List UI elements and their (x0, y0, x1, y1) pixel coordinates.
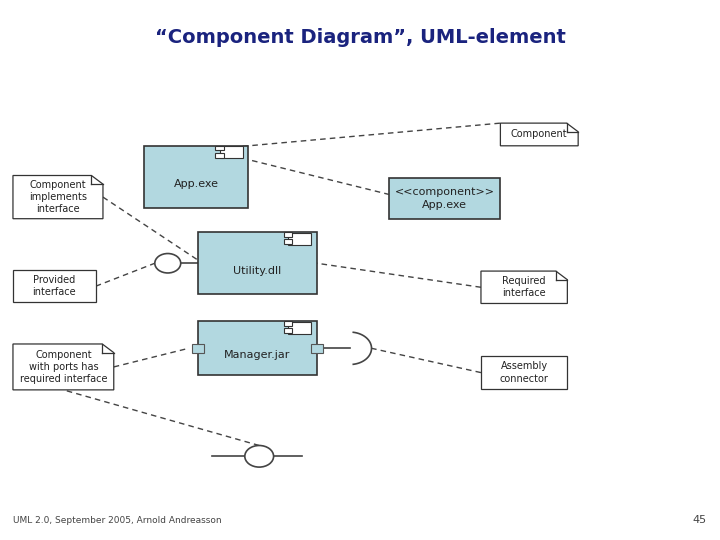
Text: Assembly
connector: Assembly connector (500, 361, 549, 384)
Bar (13, 270, 96, 302)
Text: Provided
interface: Provided interface (32, 275, 76, 298)
Bar (389, 178, 500, 219)
Bar (284, 321, 292, 326)
Text: UML 2.0, September 2005, Arnold Andreasson: UML 2.0, September 2005, Arnold Andreass… (13, 516, 222, 525)
Text: Component
with ports has
required interface: Component with ports has required interf… (19, 349, 107, 384)
Polygon shape (13, 344, 114, 390)
Bar (481, 356, 567, 389)
Polygon shape (500, 123, 578, 146)
Text: Component
implements
interface: Component implements interface (29, 180, 87, 214)
Bar (198, 321, 317, 375)
Text: <<component>>
App.exe: <<component>> App.exe (395, 187, 495, 210)
Text: Component: Component (511, 130, 567, 139)
Bar (192, 344, 204, 353)
Circle shape (245, 446, 274, 467)
Bar (284, 239, 292, 244)
Text: Manager.jar: Manager.jar (224, 350, 291, 360)
Text: 45: 45 (693, 515, 707, 525)
Bar (284, 232, 292, 237)
Bar (215, 146, 224, 151)
Text: App.exe: App.exe (174, 179, 219, 190)
Bar (144, 146, 248, 208)
Polygon shape (13, 176, 103, 219)
Bar (220, 146, 243, 158)
Text: Utility.dll: Utility.dll (233, 266, 282, 276)
Bar (288, 322, 311, 334)
Polygon shape (481, 271, 567, 303)
Text: “Component Diagram”, UML-element: “Component Diagram”, UML-element (155, 28, 565, 48)
Bar (284, 328, 292, 333)
Bar (198, 232, 317, 294)
Bar (311, 344, 323, 353)
Circle shape (155, 253, 181, 273)
Text: Required
interface: Required interface (503, 276, 546, 299)
Bar (215, 153, 224, 158)
Bar (288, 233, 311, 245)
